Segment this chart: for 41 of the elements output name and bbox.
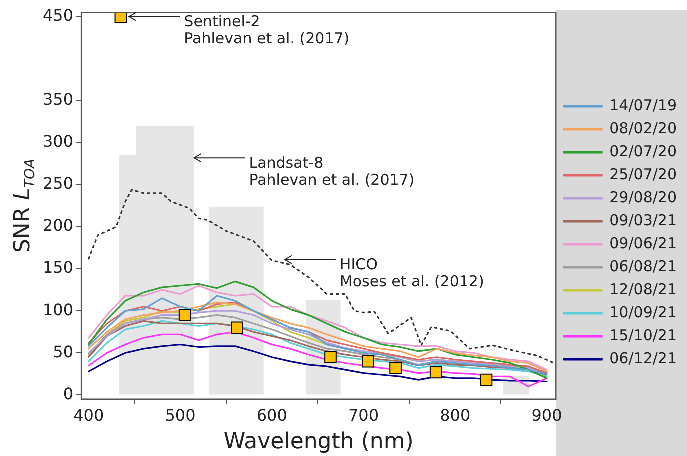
point	[324, 351, 337, 364]
point	[390, 362, 402, 374]
x-tick-label: 700	[348, 406, 380, 426]
legend-label: 09/06/21	[610, 234, 678, 252]
x-tick-label: 400	[74, 406, 104, 426]
x-tick-label: 600	[256, 406, 288, 426]
annotation: HICO Moses et al. (2012)	[340, 256, 484, 291]
legend-label: 06/08/21	[610, 257, 678, 276]
point	[430, 366, 442, 379]
legend-label: 09/03/21	[610, 211, 678, 230]
legend-label: 15/10/21	[610, 326, 678, 344]
y-tick-label: 350	[42, 90, 74, 110]
x-axis-title: Wavelength (nm)	[224, 430, 414, 455]
y-tick-label: 200	[42, 216, 74, 236]
x-tick-label: 800	[440, 406, 471, 426]
y-tick-label: 100	[42, 300, 74, 320]
legend-label: 06/12/21	[610, 349, 678, 368]
legend-label: 14/07/19	[610, 96, 678, 114]
y-tick-label: 250	[42, 174, 74, 194]
legend-label: 25/07/20	[610, 165, 678, 184]
y-tick-label: 0	[63, 384, 74, 404]
annotation: Sentinel-2 Pahlevan et al. (2017)	[184, 12, 350, 48]
y-tick-label: 50	[53, 342, 74, 362]
legend-label: 12/08/21	[610, 280, 678, 298]
y-tick-label: 150	[42, 258, 74, 278]
legend-label: 10/09/21	[610, 303, 678, 322]
point	[480, 374, 493, 386]
y-tick-label: 450	[42, 6, 74, 25]
legend-label: 02/07/20	[610, 142, 678, 160]
legend-label: 29/08/20	[610, 188, 678, 206]
line-series	[88, 189, 556, 365]
x-tick-label: 500	[165, 406, 196, 426]
point	[231, 322, 244, 334]
annotation: Landsat-8 Pahlevan et al. (2017)	[249, 154, 415, 189]
legend-label: 08/02/20	[610, 119, 678, 138]
y-axis-title: SNR LTOA	[10, 158, 39, 254]
point	[178, 309, 192, 322]
y-tick-label: 300	[42, 132, 74, 152]
x-tick-label: 900	[532, 406, 562, 426]
point	[114, 12, 128, 23]
point	[362, 355, 374, 368]
